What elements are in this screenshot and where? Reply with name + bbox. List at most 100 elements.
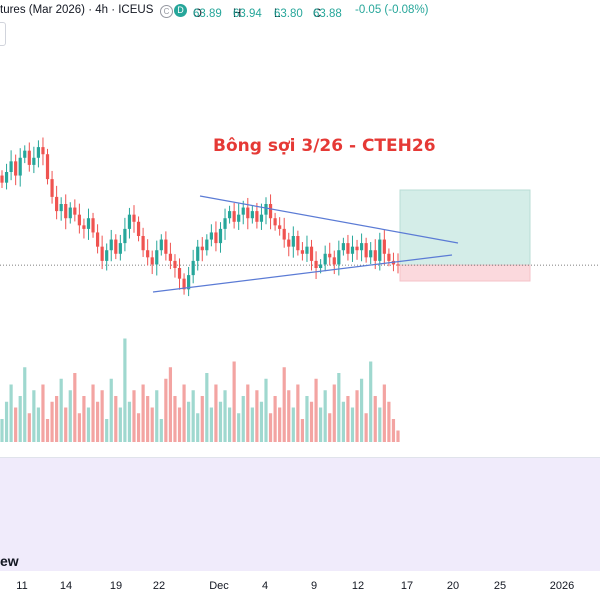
low-label: L — [274, 8, 281, 20]
volume-bar — [232, 361, 236, 442]
candle-body — [337, 250, 341, 265]
symbol-header: tures (Mar 2026) · 4h · ICEUS C D O 63.89… — [0, 0, 600, 22]
volume-bar — [341, 401, 345, 442]
collapse-legend-button[interactable] — [0, 22, 6, 46]
candle-body — [369, 250, 373, 258]
candle-body — [50, 179, 54, 197]
symbol-title[interactable]: tures (Mar 2026) · 4h · ICEUS — [0, 4, 154, 16]
volume-bar — [214, 384, 218, 442]
candle-body — [55, 196, 59, 212]
volume-bar — [305, 396, 309, 442]
volume-bar — [373, 396, 377, 442]
volume-bar — [100, 390, 104, 442]
candle-body — [77, 214, 81, 226]
close-value: 63.88 — [313, 8, 342, 20]
candle-body — [41, 147, 45, 155]
triangle-upper-trendline — [199, 195, 459, 244]
triangle-lower-trendline — [152, 254, 453, 293]
candle-body — [278, 225, 282, 229]
candle-body — [250, 211, 254, 219]
volume-bar — [364, 413, 368, 442]
volume-bar — [4, 401, 9, 442]
volume-bar — [355, 390, 359, 442]
volume-bar — [314, 378, 318, 442]
volume-bar — [359, 378, 364, 442]
volume-bar — [246, 384, 250, 442]
volume-bar — [127, 401, 132, 442]
candle-body — [23, 150, 27, 158]
candle-body — [328, 253, 332, 258]
candle-body — [387, 253, 391, 261]
time-axis[interactable]: 11 14 19 22 Dec 4 9 12 17 20 25 2026 — [0, 572, 600, 600]
candle-body — [255, 211, 259, 222]
candle-body — [100, 246, 104, 261]
time-axis-label: 14 — [59, 580, 73, 592]
time-axis-label: Dec — [209, 580, 229, 592]
time-axis-label: 11 — [16, 580, 28, 592]
volume-bar — [346, 396, 350, 442]
candle-body — [0, 175, 4, 183]
volume-bar — [391, 419, 396, 442]
volume-bar — [123, 338, 127, 442]
volume-bar — [227, 407, 232, 442]
candle-body — [155, 250, 159, 265]
volume-bar — [300, 419, 305, 442]
volume-bar — [132, 390, 136, 442]
volume-bar — [287, 390, 291, 442]
volume-bar — [164, 378, 168, 442]
candle-body — [319, 264, 323, 268]
volume-bar — [95, 401, 100, 442]
volume-bar — [105, 419, 109, 442]
candle-body — [268, 204, 273, 219]
volume-bar — [23, 367, 27, 442]
time-axis-label: 19 — [109, 580, 123, 592]
volume-bar — [350, 407, 355, 442]
volume-bar — [36, 407, 41, 442]
volume-bar — [50, 401, 54, 442]
candle-body — [287, 239, 291, 247]
candle-body — [95, 232, 100, 247]
volume-bar — [387, 401, 391, 442]
volume-bar — [146, 396, 150, 442]
candle-body — [27, 150, 31, 165]
candle-body — [291, 236, 295, 247]
candle-body — [205, 239, 209, 251]
candle-body — [309, 246, 314, 261]
candle-body — [136, 221, 141, 236]
candle-body — [341, 243, 345, 251]
time-axis-label: 22 — [152, 580, 166, 592]
open-label: O — [193, 8, 202, 20]
chart-annotation-title[interactable]: Bông sợi 3/26 - CTEH26 — [213, 136, 436, 156]
candle-body — [382, 239, 386, 254]
volume-bar — [291, 407, 295, 442]
candle-body — [109, 239, 113, 251]
high-value: 63.94 — [233, 8, 262, 20]
candle-body — [282, 228, 286, 240]
time-axis-label: 12 — [351, 580, 365, 592]
rsi-pane-background[interactable] — [0, 457, 600, 571]
candle-body — [264, 204, 268, 215]
volume-bar — [268, 413, 273, 442]
low-value: 63.80 — [274, 8, 303, 20]
close-label: C — [313, 8, 322, 20]
high-label: H — [233, 8, 242, 20]
volume-bar — [86, 407, 91, 442]
candle-body — [114, 239, 118, 254]
candle-body — [296, 236, 300, 251]
volume-bar — [59, 378, 63, 442]
volume-bar — [173, 396, 177, 442]
candle-body — [355, 246, 359, 251]
volume-bar — [82, 396, 86, 442]
candle-body — [364, 243, 368, 258]
time-axis-label: 2026 — [549, 580, 575, 592]
volume-bar — [278, 407, 282, 442]
volume-bar — [396, 430, 400, 442]
volume-bar — [155, 390, 159, 442]
candle-body — [191, 260, 195, 276]
volume-bar — [332, 384, 336, 442]
volume-bar — [264, 378, 268, 442]
candle-body — [32, 157, 36, 165]
candle-body — [314, 260, 318, 268]
